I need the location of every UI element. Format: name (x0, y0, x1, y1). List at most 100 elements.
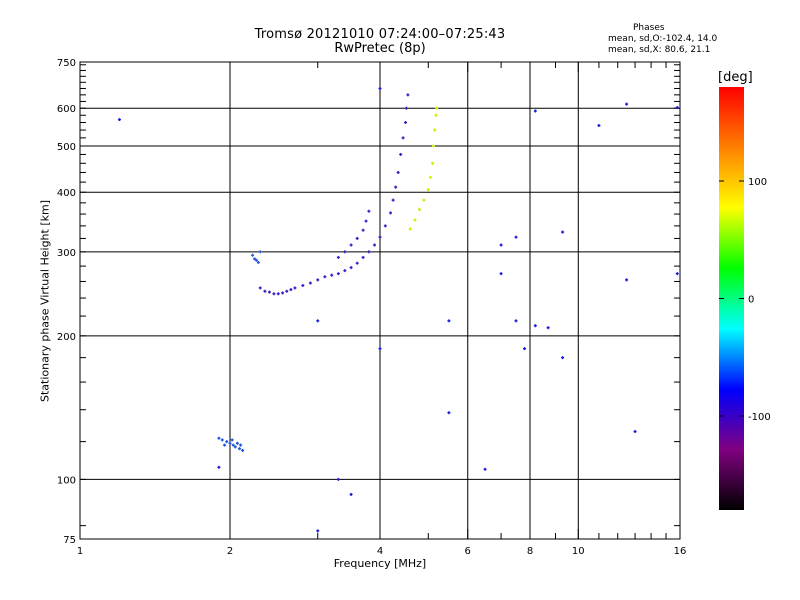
y-tick-label: 200 (57, 332, 76, 343)
data-point (389, 211, 393, 215)
data-point (426, 188, 430, 192)
data-point (417, 207, 421, 211)
data-point (239, 443, 243, 447)
data-point (383, 224, 387, 228)
data-point (258, 250, 262, 254)
data-point (231, 443, 235, 447)
data-point (561, 356, 565, 360)
data-point (323, 275, 327, 279)
data-point (223, 443, 227, 447)
data-point (258, 286, 262, 290)
data-point (378, 235, 382, 239)
data-point (433, 128, 437, 132)
data-point (514, 319, 518, 323)
x-tick-label: 4 (377, 546, 383, 557)
data-point (546, 326, 550, 330)
data-point (378, 86, 382, 90)
x-tick-label: 8 (527, 546, 533, 557)
data-point (343, 269, 347, 273)
data-point (399, 152, 403, 156)
data-point (217, 436, 221, 440)
data-point (428, 175, 432, 179)
data-point (367, 250, 371, 254)
y-tick-label: 500 (57, 142, 76, 153)
data-point (403, 121, 407, 125)
data-point (217, 465, 221, 469)
data-point (404, 106, 408, 110)
data-point (301, 283, 305, 287)
data-point (396, 170, 400, 174)
data-point (228, 441, 232, 445)
data-point (251, 253, 255, 257)
data-point (336, 272, 340, 276)
x-tick-labels: 1 2 4 6 8 10 16 (77, 546, 687, 557)
data-point (308, 281, 312, 285)
x-tick-label: 1 (77, 546, 83, 557)
data-point (431, 144, 435, 148)
colorbar-tick-label: 100 (748, 177, 767, 188)
data-point (401, 136, 405, 140)
data-point (225, 440, 229, 444)
data-point (263, 289, 267, 293)
data-point (293, 286, 297, 290)
x-tick-label: 6 (465, 546, 471, 557)
data-point (254, 258, 258, 262)
data-point (391, 198, 395, 202)
data-point (316, 319, 320, 323)
y-tick-label: 750 (57, 58, 76, 69)
x-axis-label: Frequency [MHz] (333, 557, 427, 570)
data-point (330, 273, 334, 277)
data-point (220, 438, 224, 442)
data-point (336, 255, 340, 259)
gridlines (80, 62, 680, 539)
data-point (533, 324, 537, 328)
data-point (406, 93, 410, 97)
data-point (597, 123, 601, 127)
data-point (434, 113, 438, 117)
chart-title: Tromsø 20121010 07:24:00–07:25:43 (254, 27, 506, 42)
data-point (233, 445, 237, 449)
data-point (355, 236, 359, 240)
data-point (238, 447, 242, 451)
x-tick-label: 2 (227, 546, 233, 557)
y-tick-label: 75 (63, 535, 76, 546)
data-point (256, 260, 260, 264)
data-point (349, 492, 353, 496)
plot-frame (79, 61, 681, 540)
data-point (408, 227, 412, 231)
data-point (276, 292, 280, 296)
colorbar-label: [deg] (718, 70, 753, 85)
y-tick-label: 400 (57, 188, 76, 199)
stats-title: Phases (633, 23, 665, 33)
data-point (285, 289, 289, 293)
x-tick-label: 16 (674, 546, 687, 557)
data-point (343, 250, 347, 254)
data-point (316, 529, 320, 533)
data-point (499, 243, 503, 247)
data-point (241, 448, 245, 452)
data-point (625, 278, 629, 282)
y-tick-labels: 75 100 200 300 400 500 600 750 (57, 58, 76, 546)
data-point (316, 278, 320, 282)
data-point (235, 441, 239, 445)
stats-x-line: mean, sd,X: 80.6, 21.1 (608, 45, 711, 55)
colorbar-ticks: 100 0 -100 (719, 177, 771, 423)
data-point (355, 261, 359, 265)
data-point (633, 430, 637, 434)
data-point (533, 109, 537, 113)
y-tick-label: 600 (57, 104, 76, 115)
data-point (367, 209, 371, 213)
data-points (117, 86, 679, 533)
data-point (272, 292, 276, 296)
data-point (267, 290, 271, 294)
y-axis-label: Stationary phase Virtual Height [km] (38, 199, 52, 403)
data-point (253, 257, 257, 261)
data-point (431, 161, 435, 165)
data-point (435, 106, 439, 110)
data-point (336, 477, 340, 481)
data-point (394, 185, 398, 189)
data-point (675, 272, 679, 276)
data-point (514, 235, 518, 239)
data-point (349, 243, 353, 247)
